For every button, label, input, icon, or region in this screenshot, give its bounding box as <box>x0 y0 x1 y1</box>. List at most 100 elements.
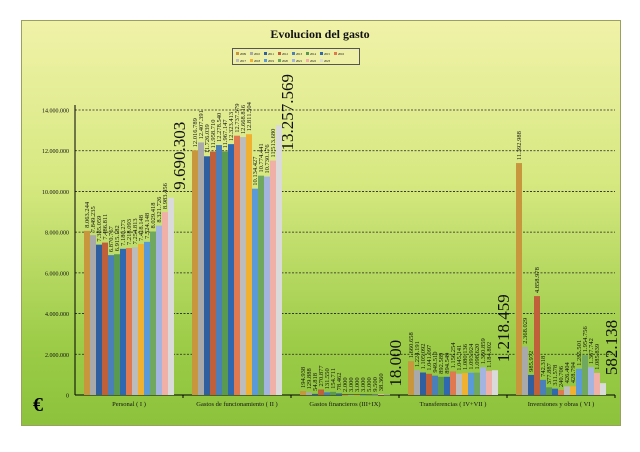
data-label: 1.184.802 <box>486 342 493 368</box>
data-label: 8.321.726 <box>156 196 163 223</box>
bar-2012 <box>102 242 108 395</box>
bar-2014 <box>330 391 336 395</box>
bar-2013 <box>108 255 114 395</box>
data-label: 1.080.136 <box>462 343 469 370</box>
bar-2017 <box>132 247 138 395</box>
data-label: 11.392.988 <box>516 131 523 160</box>
x-tick-label: Personal ( I ) <box>112 401 146 408</box>
data-label: 7.180.273 <box>120 220 127 246</box>
data-label: 7.385.059 <box>96 216 103 242</box>
legend-swatch <box>292 52 295 55</box>
data-label: 7.218.093 <box>126 219 133 245</box>
x-tick-label: Gastos financieros (III+IX) <box>309 401 380 408</box>
data-label: 1.285.501 <box>576 340 583 366</box>
bar-2018 <box>462 373 468 395</box>
data-label: 1.156.254 <box>450 342 457 369</box>
data-label: 9.500 <box>372 377 379 392</box>
legend-item: 2013 <box>292 50 306 57</box>
data-label: 10.774.441 <box>258 143 265 172</box>
legend-swatch <box>278 52 281 55</box>
data-label: 7.254.813 <box>132 218 139 244</box>
y-axis-label: € <box>33 394 43 416</box>
legend-item: 2014 <box>306 50 320 57</box>
bar-2018 <box>354 394 360 396</box>
data-label: 10.134.427 <box>252 156 259 186</box>
bar-2013 <box>324 392 330 395</box>
data-label: 12.278.540 <box>216 113 223 142</box>
data-label: 3.000 <box>348 377 355 392</box>
legend-item: 2019 <box>264 57 278 64</box>
data-label: 194.938 <box>300 367 307 388</box>
data-label: 892.589 <box>438 353 445 374</box>
data-label: 949.510 <box>432 352 439 373</box>
data-label: 377.887 <box>546 362 553 384</box>
data-label: 12.407.391 <box>198 110 205 139</box>
data-label: 240.706 <box>558 365 565 387</box>
data-label: 2.368.029 <box>522 318 529 344</box>
legend-swatch <box>320 59 323 62</box>
bar-2023 <box>600 383 606 395</box>
bar-2014 <box>114 254 120 395</box>
legend-label: 2019 <box>268 58 274 63</box>
bar-2011 <box>528 374 534 395</box>
bar-2011 <box>204 156 210 395</box>
legend-item: 2012 <box>278 50 292 57</box>
y-tick-label: 8.000.000 <box>45 231 69 237</box>
data-label: 11.513.680 <box>270 129 277 158</box>
data-label: 13.257.569 <box>278 74 297 151</box>
data-label: 11.958.710 <box>210 120 217 149</box>
y-tick-label: 14.000.000 <box>42 109 69 115</box>
bar-2021 <box>588 367 594 395</box>
data-label: 11.967.147 <box>222 119 229 149</box>
data-label: 1.367.742 <box>588 338 595 364</box>
bar-2011 <box>420 372 426 395</box>
data-label: 3.000 <box>354 377 361 392</box>
bar-2015 <box>228 144 234 395</box>
data-label: 1.218.459 <box>494 294 513 362</box>
legend-swatch <box>250 52 253 55</box>
data-label: 7.418.148 <box>138 215 145 241</box>
legend-label: 2020 <box>282 58 288 63</box>
bar-2018 <box>570 386 576 395</box>
bar-2021 <box>480 367 486 395</box>
data-label: 5.000 <box>366 377 373 392</box>
bar-2009 <box>300 391 306 395</box>
y-tick-label: 12.000.000 <box>42 149 69 155</box>
bar-2018 <box>138 243 144 395</box>
data-label: 129.888 <box>306 368 313 389</box>
bar-2022 <box>486 370 492 395</box>
data-label: 426.404 <box>564 361 571 383</box>
bar-2016 <box>450 371 456 395</box>
data-label: 12.737.579 <box>234 103 241 132</box>
bar-2009 <box>192 150 198 395</box>
bar-2015 <box>120 248 126 395</box>
bar-2011 <box>312 393 318 395</box>
bar-2023 <box>492 370 498 395</box>
y-tick-label: 4.000.000 <box>45 312 69 318</box>
legend: 2009 2010 2011 2012 2013 2014 2015 2016 2017 2018… <box>232 48 360 65</box>
bar-2016 <box>234 135 240 395</box>
data-label: 6.915.182 <box>114 225 121 251</box>
bar-2016 <box>558 390 564 395</box>
bar-2020 <box>582 355 588 395</box>
bar-2020 <box>474 372 480 395</box>
legend-label: 2022 <box>310 58 316 63</box>
bar-2012 <box>534 296 540 395</box>
legend-item: 2018 <box>250 57 264 64</box>
y-tick-label: 0 <box>66 394 69 400</box>
bar-2010 <box>306 392 312 395</box>
data-label: 38.360 <box>378 373 385 391</box>
legend-swatch <box>264 52 267 55</box>
y-tick-label: 2.000.000 <box>45 353 69 359</box>
data-label: 78.462 <box>336 373 343 391</box>
bar-2011 <box>96 244 102 395</box>
y-tick-label: 10.000.000 <box>42 190 69 196</box>
data-label: 428.794 <box>570 361 577 383</box>
bar-2019 <box>360 394 366 396</box>
legend-swatch <box>292 59 295 62</box>
data-label: 54.818 <box>312 373 319 391</box>
legend-item: 2020 <box>278 57 292 64</box>
bar-2019 <box>252 188 258 395</box>
x-tick-label: Gastos de funcionamiento ( II ) <box>196 401 277 408</box>
legend-label: 2014 <box>310 51 316 56</box>
